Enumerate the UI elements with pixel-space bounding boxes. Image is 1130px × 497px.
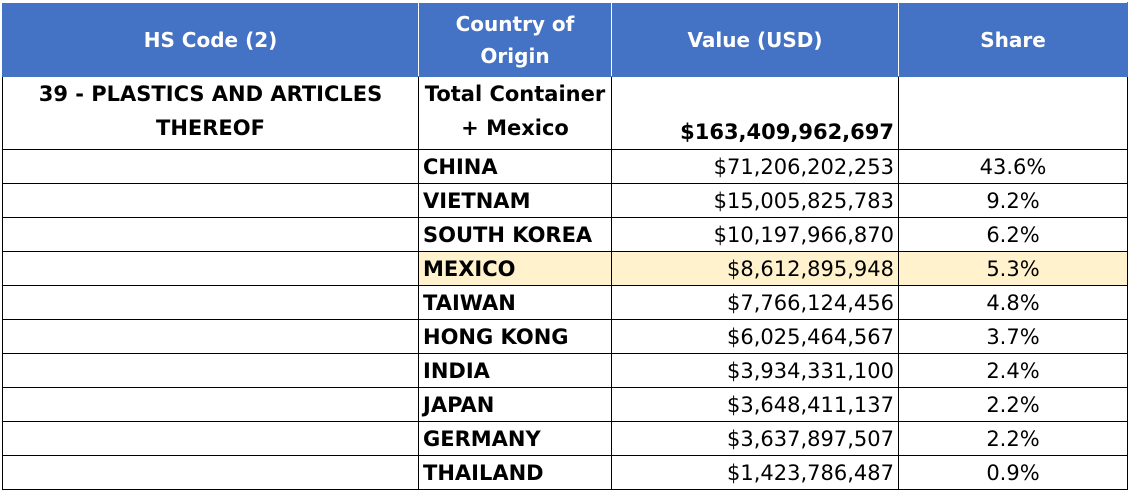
table-row: CHINA $71,206,202,253 43.6% xyxy=(2,149,1128,184)
table-row: INDIA $3,934,331,100 2.4% xyxy=(2,353,1128,388)
value-cell[interactable]: $71,206,202,253 xyxy=(611,149,899,184)
header-share[interactable]: Share xyxy=(898,2,1128,77)
plastics-imports-table: HS Code (2) Country of Origin Value (USD… xyxy=(2,2,1128,490)
hs-code-cell[interactable] xyxy=(2,217,419,252)
header-row: HS Code (2) Country of Origin Value (USD… xyxy=(2,2,1128,77)
table-row: MEXICO $8,612,895,948 5.3% xyxy=(2,251,1128,286)
hs-code-cell[interactable] xyxy=(2,387,419,422)
hs-code-cell[interactable] xyxy=(2,319,419,354)
share-cell[interactable]: 2.2% xyxy=(898,387,1128,422)
country-cell[interactable]: HONG KONG xyxy=(418,319,612,354)
value-cell[interactable]: $3,637,897,507 xyxy=(611,421,899,456)
value-cell[interactable]: $8,612,895,948 xyxy=(611,251,899,286)
share-cell[interactable]: 6.2% xyxy=(898,217,1128,252)
value-cell[interactable]: $10,197,966,870 xyxy=(611,217,899,252)
hs-code-cell[interactable] xyxy=(2,251,419,286)
country-cell[interactable]: MEXICO xyxy=(418,251,612,286)
hs-code-cell[interactable] xyxy=(2,421,419,456)
value-cell[interactable]: $15,005,825,783 xyxy=(611,183,899,218)
header-country-of-origin[interactable]: Country of Origin xyxy=(418,2,612,77)
country-cell[interactable]: CHINA xyxy=(418,149,612,184)
table-row: THAILAND $1,423,786,487 0.9% xyxy=(2,455,1128,490)
hs-code-cell[interactable] xyxy=(2,353,419,388)
total-row: 39 - PLASTICS AND ARTICLES THEREOF Total… xyxy=(2,76,1128,150)
hs-code-cell[interactable] xyxy=(2,149,419,184)
header-hs-code[interactable]: HS Code (2) xyxy=(2,2,419,77)
share-cell[interactable]: 9.2% xyxy=(898,183,1128,218)
total-value-cell[interactable]: $163,409,962,697 xyxy=(611,76,899,150)
value-cell[interactable]: $3,934,331,100 xyxy=(611,353,899,388)
table-row: TAIWAN $7,766,124,456 4.8% xyxy=(2,285,1128,320)
country-cell[interactable]: GERMANY xyxy=(418,421,612,456)
hs-code-cell[interactable] xyxy=(2,455,419,490)
table-row: JAPAN $3,648,411,137 2.2% xyxy=(2,387,1128,422)
share-cell[interactable]: 43.6% xyxy=(898,149,1128,184)
total-share-cell[interactable] xyxy=(898,76,1128,150)
country-cell[interactable]: SOUTH KOREA xyxy=(418,217,612,252)
country-cell[interactable]: TAIWAN xyxy=(418,285,612,320)
table-row: GERMANY $3,637,897,507 2.2% xyxy=(2,421,1128,456)
share-cell[interactable]: 3.7% xyxy=(898,319,1128,354)
total-country-cell[interactable]: Total Container + Mexico xyxy=(418,76,612,150)
hs-code-cell[interactable]: 39 - PLASTICS AND ARTICLES THEREOF xyxy=(2,76,419,150)
header-value-usd[interactable]: Value (USD) xyxy=(611,2,899,77)
table-row: SOUTH KOREA $10,197,966,870 6.2% xyxy=(2,217,1128,252)
table-row: VIETNAM $15,005,825,783 9.2% xyxy=(2,183,1128,218)
share-cell[interactable]: 2.4% xyxy=(898,353,1128,388)
country-cell[interactable]: INDIA xyxy=(418,353,612,388)
value-cell[interactable]: $1,423,786,487 xyxy=(611,455,899,490)
country-cell[interactable]: JAPAN xyxy=(418,387,612,422)
value-cell[interactable]: $3,648,411,137 xyxy=(611,387,899,422)
country-cell[interactable]: VIETNAM xyxy=(418,183,612,218)
hs-code-cell[interactable] xyxy=(2,183,419,218)
share-cell[interactable]: 5.3% xyxy=(898,251,1128,286)
country-cell[interactable]: THAILAND xyxy=(418,455,612,490)
share-cell[interactable]: 0.9% xyxy=(898,455,1128,490)
table-row: HONG KONG $6,025,464,567 3.7% xyxy=(2,319,1128,354)
value-cell[interactable]: $6,025,464,567 xyxy=(611,319,899,354)
value-cell[interactable]: $7,766,124,456 xyxy=(611,285,899,320)
hs-code-cell[interactable] xyxy=(2,285,419,320)
share-cell[interactable]: 4.8% xyxy=(898,285,1128,320)
share-cell[interactable]: 2.2% xyxy=(898,421,1128,456)
